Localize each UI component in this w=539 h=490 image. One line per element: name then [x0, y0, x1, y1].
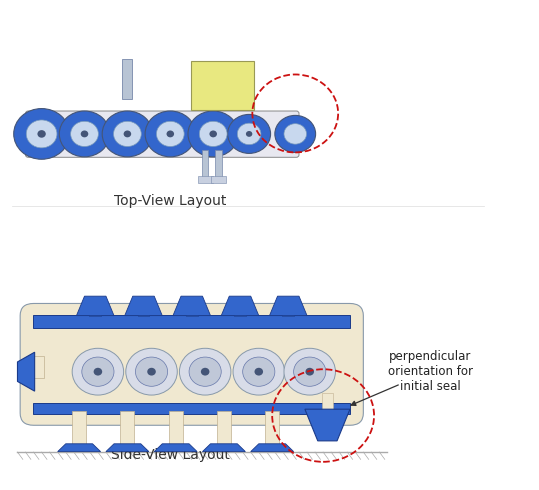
- Circle shape: [201, 368, 210, 375]
- Circle shape: [13, 109, 70, 159]
- Circle shape: [102, 111, 153, 157]
- Polygon shape: [270, 296, 307, 316]
- Circle shape: [188, 111, 238, 157]
- FancyBboxPatch shape: [202, 149, 209, 180]
- Circle shape: [94, 368, 102, 375]
- Polygon shape: [154, 444, 197, 452]
- FancyBboxPatch shape: [191, 61, 254, 110]
- Polygon shape: [17, 352, 34, 391]
- Circle shape: [114, 122, 141, 147]
- Circle shape: [81, 130, 88, 137]
- Polygon shape: [173, 296, 211, 316]
- Circle shape: [145, 111, 196, 157]
- Circle shape: [306, 368, 314, 375]
- FancyBboxPatch shape: [120, 411, 134, 445]
- Circle shape: [233, 348, 285, 395]
- Circle shape: [82, 357, 114, 386]
- Text: Top-View Layout: Top-View Layout: [114, 195, 226, 208]
- Polygon shape: [221, 296, 259, 316]
- Circle shape: [37, 130, 46, 138]
- Circle shape: [294, 357, 326, 386]
- Circle shape: [246, 131, 252, 137]
- FancyBboxPatch shape: [20, 303, 363, 425]
- Circle shape: [156, 122, 184, 147]
- FancyBboxPatch shape: [217, 411, 231, 445]
- Polygon shape: [203, 444, 245, 452]
- Polygon shape: [125, 296, 162, 316]
- FancyBboxPatch shape: [198, 176, 213, 183]
- FancyBboxPatch shape: [186, 310, 198, 316]
- Circle shape: [275, 116, 316, 152]
- FancyBboxPatch shape: [169, 411, 183, 445]
- Circle shape: [126, 348, 177, 395]
- Circle shape: [284, 348, 335, 395]
- Circle shape: [284, 123, 307, 144]
- FancyBboxPatch shape: [30, 356, 44, 378]
- FancyBboxPatch shape: [72, 411, 86, 445]
- FancyBboxPatch shape: [282, 310, 294, 316]
- Circle shape: [147, 368, 156, 375]
- FancyBboxPatch shape: [234, 310, 246, 316]
- Circle shape: [123, 130, 131, 137]
- FancyBboxPatch shape: [216, 149, 222, 180]
- Circle shape: [243, 357, 275, 386]
- FancyBboxPatch shape: [211, 176, 226, 183]
- Circle shape: [227, 115, 271, 153]
- FancyBboxPatch shape: [322, 392, 333, 411]
- FancyBboxPatch shape: [33, 403, 350, 414]
- Circle shape: [71, 122, 98, 147]
- FancyBboxPatch shape: [33, 315, 350, 328]
- Polygon shape: [251, 444, 294, 452]
- Circle shape: [199, 122, 227, 147]
- Circle shape: [72, 348, 123, 395]
- Circle shape: [167, 130, 174, 137]
- FancyBboxPatch shape: [25, 111, 299, 157]
- Circle shape: [254, 368, 263, 375]
- Circle shape: [189, 357, 221, 386]
- Circle shape: [26, 120, 57, 148]
- FancyBboxPatch shape: [121, 59, 132, 99]
- Text: perpendicular
orientation for
initial seal: perpendicular orientation for initial se…: [388, 350, 473, 393]
- Circle shape: [179, 348, 231, 395]
- Text: Side-View Layout: Side-View Layout: [111, 448, 230, 462]
- Circle shape: [210, 130, 217, 137]
- Polygon shape: [106, 444, 149, 452]
- Circle shape: [135, 357, 168, 386]
- FancyBboxPatch shape: [89, 310, 101, 316]
- Polygon shape: [77, 296, 114, 316]
- Circle shape: [237, 123, 261, 145]
- Circle shape: [59, 111, 110, 157]
- Polygon shape: [58, 444, 101, 452]
- Polygon shape: [305, 409, 350, 441]
- FancyBboxPatch shape: [265, 411, 279, 445]
- FancyBboxPatch shape: [137, 310, 149, 316]
